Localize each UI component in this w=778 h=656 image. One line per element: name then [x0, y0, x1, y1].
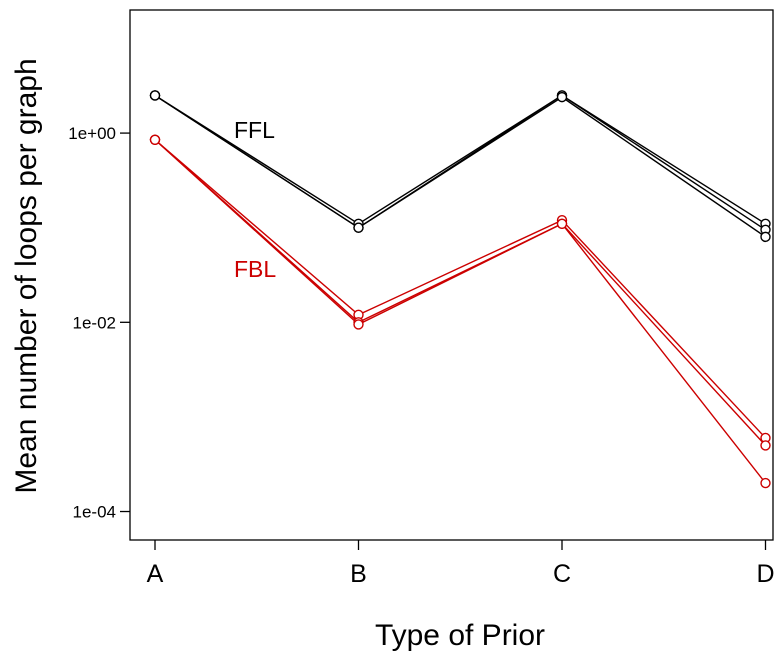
series-line-fbl — [154, 139, 767, 446]
series-points — [149, 90, 771, 489]
x-tick-label: B — [350, 560, 367, 588]
annotation-ffl: FFL — [234, 117, 275, 143]
x-tick-label: D — [756, 560, 774, 588]
series-line-fbl — [154, 139, 767, 439]
y-tick-label: 1e-02 — [73, 313, 116, 332]
x-tick-label: A — [147, 560, 164, 588]
data-point-fbl — [353, 319, 364, 330]
data-point-fbl — [556, 218, 568, 229]
data-point-fbl — [760, 477, 771, 489]
data-point-fbl — [760, 440, 771, 451]
y-axis: 1e-04 1e-02 1e+00 — [68, 124, 130, 522]
data-point-fbl — [149, 134, 161, 145]
plot-frame — [129, 9, 774, 541]
series-line-ffl — [154, 94, 766, 225]
x-tick-label: C — [553, 560, 571, 588]
x-axis-title: Type of Prior — [375, 619, 545, 652]
series-lines — [154, 94, 767, 484]
y-axis-title: Mean number of loops per graph — [10, 58, 43, 493]
data-point-ffl — [149, 90, 161, 101]
y-tick-label: 1e-04 — [73, 503, 116, 522]
series-line-ffl — [154, 94, 766, 238]
annotation-fbl: FBL — [234, 256, 276, 282]
data-point-ffl — [760, 231, 771, 243]
series-line-fbl — [154, 139, 767, 484]
x-axis: A B C D — [147, 540, 775, 588]
data-point-ffl — [353, 222, 364, 233]
data-point-ffl — [556, 91, 568, 103]
y-tick-label: 1e+00 — [68, 124, 116, 143]
